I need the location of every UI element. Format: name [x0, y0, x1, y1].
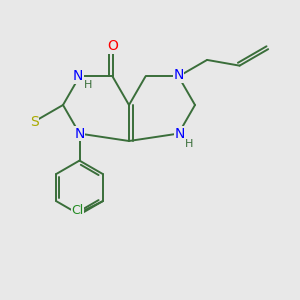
Text: N: N [73, 69, 83, 83]
Text: Cl: Cl [71, 204, 83, 217]
Text: H: H [185, 139, 193, 149]
Text: N: N [175, 127, 185, 141]
Text: N: N [74, 127, 85, 141]
Text: N: N [173, 68, 184, 82]
Text: H: H [84, 80, 93, 90]
Text: S: S [30, 115, 39, 128]
Text: O: O [107, 39, 118, 53]
